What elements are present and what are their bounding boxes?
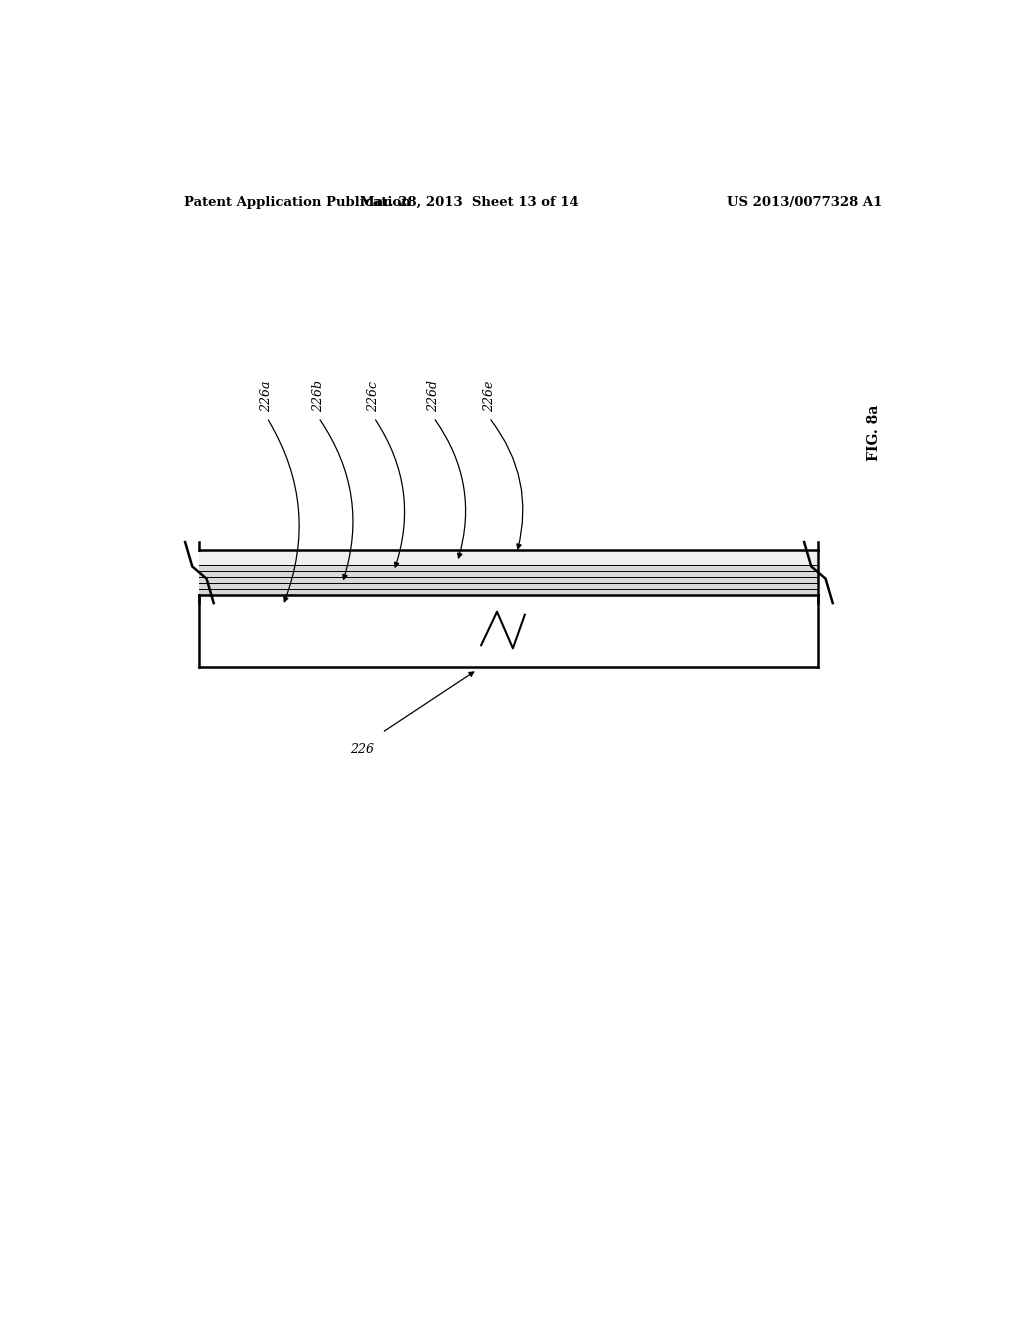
Text: 226d: 226d [427,380,440,412]
Text: 226: 226 [350,743,374,756]
Text: 226e: 226e [482,381,496,412]
Text: Mar. 28, 2013  Sheet 13 of 14: Mar. 28, 2013 Sheet 13 of 14 [359,195,579,209]
Text: US 2013/0077328 A1: US 2013/0077328 A1 [727,195,882,209]
Text: 226a: 226a [260,381,273,412]
Text: 226c: 226c [368,381,381,412]
Text: 226b: 226b [312,380,325,412]
Bar [200,549,818,565]
Text: FIG. 8a: FIG. 8a [867,405,881,461]
Text: Patent Application Publication: Patent Application Publication [183,195,411,209]
Bar [200,549,818,595]
